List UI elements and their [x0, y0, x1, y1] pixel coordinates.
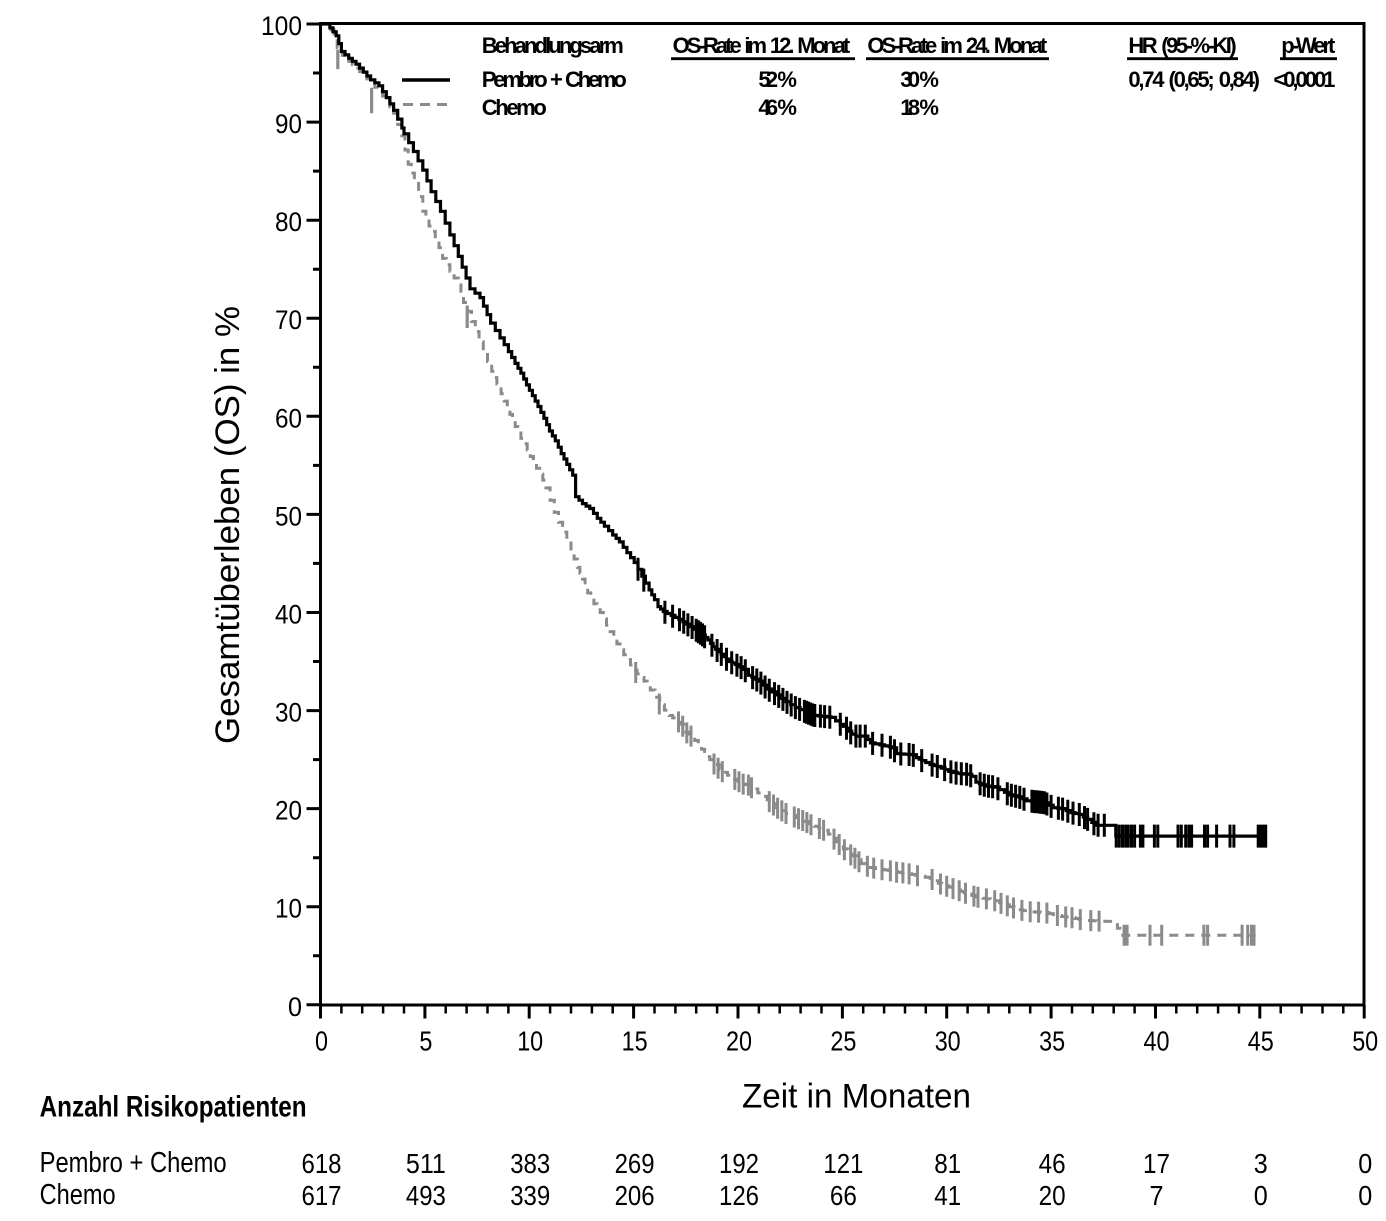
svg-text:206: 206 [615, 1180, 655, 1211]
svg-text:Pembro + Chemo: Pembro + Chemo [482, 67, 627, 92]
svg-text:50: 50 [275, 501, 302, 531]
svg-text:Anzahl Risikopatienten: Anzahl Risikopatienten [40, 1091, 307, 1124]
svg-text:OS-Rate im 12. Monat: OS-Rate im 12. Monat [673, 33, 851, 58]
svg-text:Pembro + Chemo: Pembro + Chemo [40, 1147, 227, 1179]
svg-text:7: 7 [1150, 1180, 1164, 1211]
svg-text:493: 493 [406, 1180, 446, 1211]
svg-text:Gesamtüberleben (OS) in %: Gesamtüberleben (OS) in % [209, 306, 247, 744]
svg-text:0,74 (0,65; 0,84): 0,74 (0,65; 0,84) [1128, 67, 1260, 92]
svg-text:Chemo: Chemo [40, 1179, 116, 1211]
svg-text:10: 10 [517, 1026, 543, 1057]
svg-text:30: 30 [275, 698, 302, 728]
svg-text:35: 35 [1039, 1026, 1065, 1057]
svg-text:0: 0 [315, 1026, 328, 1057]
svg-text:20: 20 [1039, 1180, 1066, 1211]
svg-text:17: 17 [1143, 1148, 1170, 1179]
svg-text:339: 339 [510, 1180, 550, 1211]
svg-text:15: 15 [622, 1026, 648, 1057]
svg-text:40: 40 [1144, 1026, 1170, 1057]
svg-text:41: 41 [934, 1180, 961, 1211]
svg-text:81: 81 [934, 1148, 961, 1179]
svg-text:45: 45 [1248, 1026, 1274, 1057]
svg-text:18 %: 18 % [900, 95, 939, 120]
svg-text:HR (95-%-KI): HR (95-%-KI) [1128, 33, 1236, 58]
svg-text:30 %: 30 % [900, 67, 939, 92]
svg-text:126: 126 [719, 1180, 759, 1211]
svg-text:40: 40 [275, 600, 302, 630]
svg-text:269: 269 [615, 1148, 655, 1179]
svg-text:Behandlungsarm: Behandlungsarm [482, 33, 624, 58]
svg-text:0: 0 [1254, 1180, 1268, 1211]
svg-text:10: 10 [275, 894, 302, 924]
svg-text:46 %: 46 % [758, 95, 797, 120]
svg-text:66: 66 [830, 1180, 857, 1211]
svg-text:Zeit in Monaten: Zeit in Monaten [742, 1078, 971, 1116]
svg-text:20: 20 [726, 1026, 752, 1057]
svg-text:80: 80 [275, 207, 302, 237]
svg-text:46: 46 [1039, 1148, 1066, 1179]
svg-text:<0,0001: <0,0001 [1273, 67, 1335, 92]
svg-text:121: 121 [823, 1148, 863, 1179]
svg-text:50: 50 [1352, 1026, 1378, 1057]
svg-text:383: 383 [510, 1148, 550, 1179]
svg-text:Chemo: Chemo [482, 95, 547, 120]
svg-text:192: 192 [719, 1148, 759, 1179]
svg-text:90: 90 [275, 109, 302, 139]
svg-text:511: 511 [406, 1148, 446, 1179]
svg-text:25: 25 [830, 1026, 856, 1057]
svg-text:0: 0 [1358, 1148, 1372, 1179]
svg-text:3: 3 [1254, 1148, 1268, 1179]
svg-text:0: 0 [288, 992, 302, 1022]
svg-text:OS-Rate im 24. Monat: OS-Rate im 24. Monat [867, 33, 1047, 58]
svg-text:p-Wert: p-Wert [1281, 33, 1336, 58]
svg-text:5: 5 [419, 1026, 432, 1057]
svg-text:618: 618 [302, 1148, 342, 1179]
svg-text:60: 60 [275, 403, 302, 433]
svg-text:52 %: 52 % [758, 67, 797, 92]
svg-text:70: 70 [275, 305, 302, 335]
svg-text:20: 20 [275, 796, 302, 826]
svg-text:100: 100 [261, 11, 302, 41]
svg-text:30: 30 [935, 1026, 961, 1057]
svg-text:0: 0 [1358, 1180, 1372, 1211]
svg-text:617: 617 [302, 1180, 342, 1211]
